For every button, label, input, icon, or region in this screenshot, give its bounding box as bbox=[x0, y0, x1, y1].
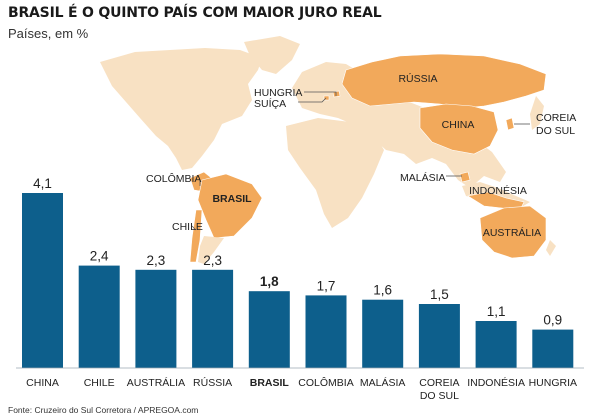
map-label-coreia-line1: COREIA bbox=[536, 112, 576, 124]
category-label-malásia: MALÁSIA bbox=[360, 376, 406, 389]
category-labels: CHINA CHILE AUSTRÁLIA RÚSSIA BRASIL COLÔMBIA M… bbox=[26, 376, 577, 402]
bar-austrália bbox=[135, 269, 177, 368]
bar-colômbia bbox=[305, 295, 347, 368]
category-label-china: CHINA bbox=[26, 377, 59, 389]
value-label-malásia: 1,6 bbox=[373, 283, 392, 298]
value-label-chile: 2,4 bbox=[90, 249, 109, 264]
map-label-malasia: MALÁSIA bbox=[400, 171, 446, 184]
value-label-rússia: 2,3 bbox=[203, 253, 222, 268]
chile-region bbox=[189, 209, 203, 263]
map-label-brasil: BRASIL bbox=[212, 193, 252, 205]
value-labels: 4,1 2,4 2,3 2,3 1,8 1,7 1,6 1,5 1,1 0,9 bbox=[33, 176, 562, 328]
map-pointer-lines bbox=[191, 91, 530, 231]
greenland-landmass bbox=[244, 36, 300, 74]
bar-china bbox=[22, 193, 63, 368]
source-note: Fonte: Cruzeiro do Sul Corretora / APREG… bbox=[8, 405, 199, 415]
map-label-indonesia: INDONÉSIA bbox=[469, 184, 527, 197]
value-label-hungria: 0,9 bbox=[543, 313, 562, 328]
category-label-coreia-do-sul-line2: DO SUL bbox=[420, 390, 459, 402]
value-label-colômbia: 1,7 bbox=[317, 278, 336, 293]
world-map: RÚSSIA CHINA BRASIL AUSTRÁLIA INDONÉSIA … bbox=[100, 36, 576, 264]
map-label-russia: RÚSSIA bbox=[398, 72, 437, 85]
pointer-suica bbox=[298, 97, 327, 103]
map-label-coreia-line2: DO SUL bbox=[536, 125, 575, 137]
category-label-rússia: RÚSSIA bbox=[193, 376, 232, 389]
europe-asia-landmass bbox=[292, 62, 506, 188]
china-region bbox=[419, 103, 499, 155]
new-zealand-landmass bbox=[546, 240, 556, 256]
russia-region bbox=[341, 53, 547, 109]
north-america-landmass bbox=[100, 48, 262, 170]
value-label-coreia-do-sul: 1,5 bbox=[430, 287, 449, 302]
map-label-chile: CHILE bbox=[172, 221, 203, 233]
map-label-hungria: HUNGRIA bbox=[254, 87, 302, 99]
bar-coreia-do-sul bbox=[418, 304, 460, 368]
map-label-suica: SUÍÇA bbox=[254, 97, 286, 110]
pointer-hungria bbox=[304, 91, 337, 96]
africa-landmass bbox=[286, 118, 384, 228]
category-label-coreia-do-sul-line1: COREIA bbox=[419, 377, 459, 389]
indonesia-region bbox=[467, 191, 525, 211]
category-label-chile: CHILE bbox=[84, 377, 115, 389]
coreia-region bbox=[505, 117, 515, 131]
brasil-region bbox=[197, 173, 263, 239]
bar-brasil bbox=[248, 291, 290, 368]
value-label-brasil: 1,8 bbox=[260, 274, 279, 289]
malasia-region bbox=[459, 171, 471, 183]
bar-malásia bbox=[362, 299, 404, 368]
south-america-south bbox=[198, 236, 224, 264]
category-label-austrália: AUSTRÁLIA bbox=[127, 376, 185, 389]
category-label-colômbia: COLÔMBIA bbox=[298, 376, 353, 389]
bar-series bbox=[22, 193, 574, 368]
category-label-indonésia: INDONÉSIA bbox=[467, 376, 525, 389]
bar-chile bbox=[78, 265, 120, 368]
value-label-china: 4,1 bbox=[33, 176, 52, 191]
hungria-region bbox=[332, 90, 341, 98]
category-label-hungria: HUNGRIA bbox=[529, 377, 577, 389]
map-label-colombia: COLÔMBIA bbox=[146, 172, 201, 185]
value-label-austrália: 2,3 bbox=[147, 253, 166, 268]
map-label-australia: AUSTRÁLIA bbox=[483, 226, 541, 239]
bar-rússia bbox=[192, 269, 234, 368]
bar-indonésia bbox=[475, 321, 517, 368]
map-label-china: CHINA bbox=[442, 119, 475, 131]
value-label-indonésia: 1,1 bbox=[487, 304, 506, 319]
japan-landmass bbox=[530, 96, 544, 130]
chart-subtitle: Países, em % bbox=[8, 26, 89, 41]
australia-region bbox=[479, 205, 547, 259]
chart-title: BRASIL É O QUINTO PAÍS COM MAIOR JURO RE… bbox=[8, 5, 382, 21]
pointer-chile bbox=[191, 225, 197, 231]
bar-hungria bbox=[532, 329, 574, 368]
category-label-brasil: BRASIL bbox=[250, 377, 290, 389]
